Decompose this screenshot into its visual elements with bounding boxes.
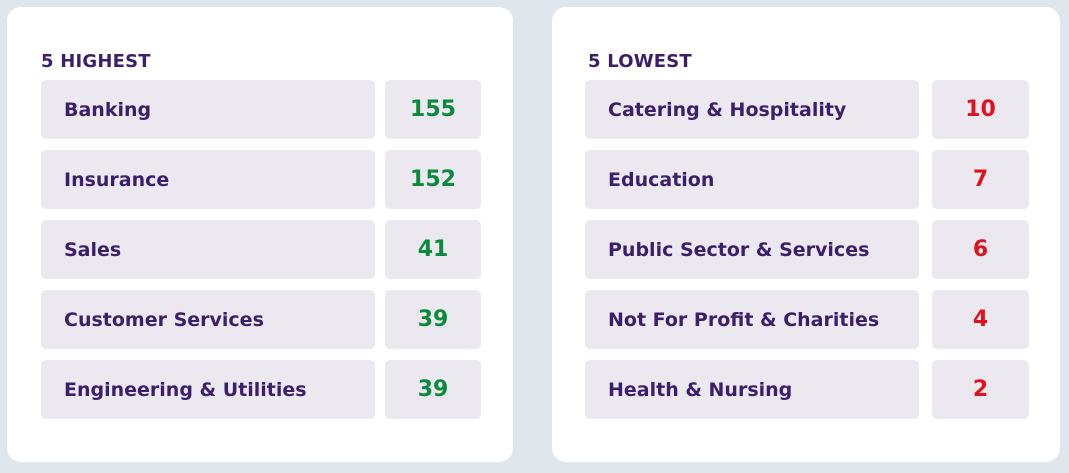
- highest-title: 5 HIGHEST: [41, 51, 151, 72]
- sector-label: Banking: [41, 80, 375, 139]
- sector-label: Health & Nursing: [585, 360, 919, 419]
- list-item: Customer Services 39: [7, 290, 513, 349]
- sector-count: 152: [385, 150, 481, 209]
- list-item: Education 7: [552, 150, 1060, 209]
- sector-count: 10: [932, 80, 1029, 139]
- sector-count: 41: [385, 220, 481, 279]
- sector-count: 39: [385, 360, 481, 419]
- highest-list: Banking 155 Insurance 152 Sales 41 Custo…: [7, 80, 513, 419]
- list-item: Sales 41: [7, 220, 513, 279]
- sector-count: 6: [932, 220, 1029, 279]
- lowest-title: 5 LOWEST: [588, 51, 692, 72]
- list-item: Engineering & Utilities 39: [7, 360, 513, 419]
- sector-count: 155: [385, 80, 481, 139]
- sector-label: Customer Services: [41, 290, 375, 349]
- sector-label: Education: [585, 150, 919, 209]
- sector-count: 7: [932, 150, 1029, 209]
- lowest-panel: 5 LOWEST Catering & Hospitality 10 Educa…: [552, 7, 1060, 462]
- list-item: Insurance 152: [7, 150, 513, 209]
- sector-count: 2: [932, 360, 1029, 419]
- sector-label: Sales: [41, 220, 375, 279]
- list-item: Health & Nursing 2: [552, 360, 1060, 419]
- sector-count: 4: [932, 290, 1029, 349]
- list-item: Not For Profit & Charities 4: [552, 290, 1060, 349]
- list-item: Public Sector & Services 6: [552, 220, 1060, 279]
- sector-label: Catering & Hospitality: [585, 80, 919, 139]
- sector-label: Public Sector & Services: [585, 220, 919, 279]
- highest-panel: 5 HIGHEST Banking 155 Insurance 152 Sale…: [7, 7, 513, 462]
- lowest-list: Catering & Hospitality 10 Education 7 Pu…: [552, 80, 1060, 419]
- list-item: Banking 155: [7, 80, 513, 139]
- sector-label: Not For Profit & Charities: [585, 290, 919, 349]
- sector-count: 39: [385, 290, 481, 349]
- sector-label: Engineering & Utilities: [41, 360, 375, 419]
- sector-label: Insurance: [41, 150, 375, 209]
- list-item: Catering & Hospitality 10: [552, 80, 1060, 139]
